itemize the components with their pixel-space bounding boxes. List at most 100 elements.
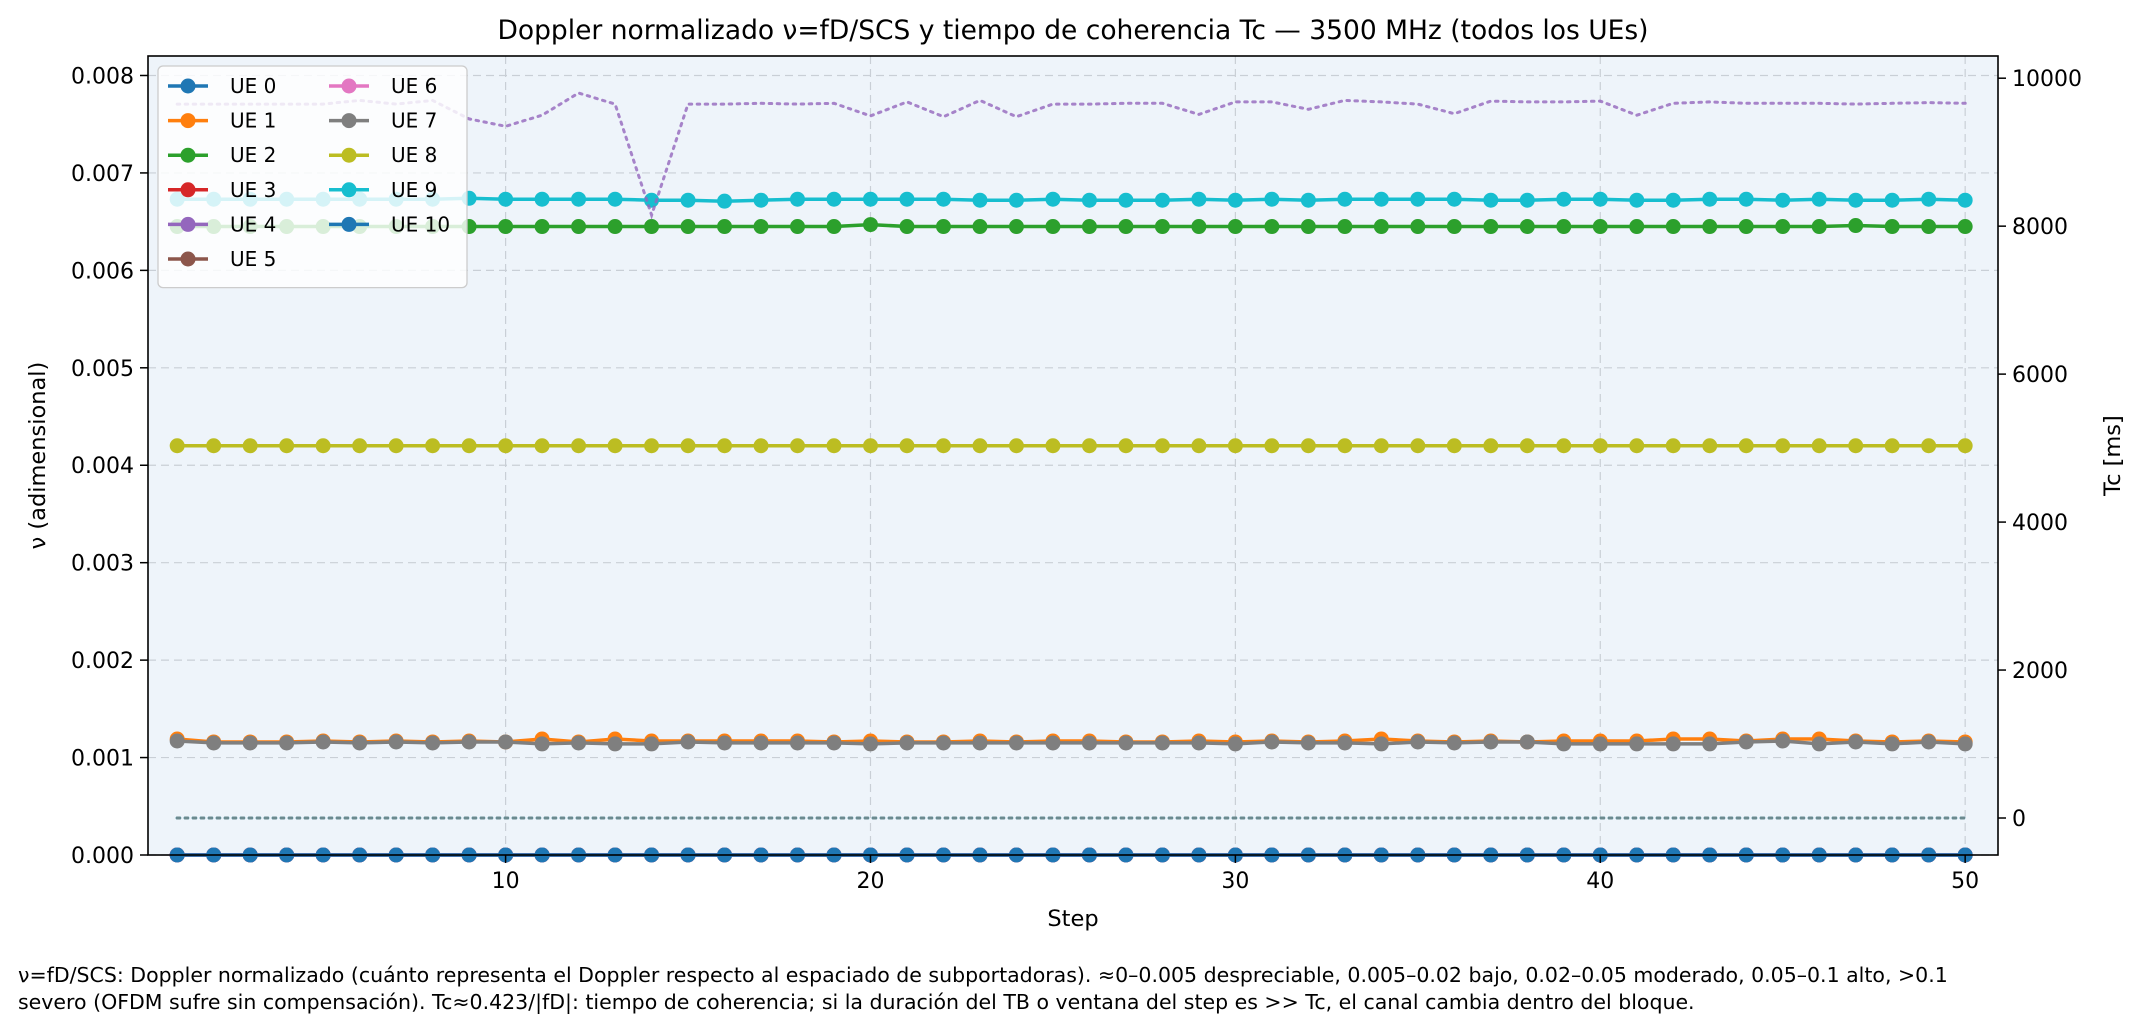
data-point: [1556, 191, 1572, 207]
data-point: [1227, 192, 1243, 208]
data-point: [1337, 735, 1353, 751]
data-point: [1264, 219, 1280, 235]
data-point: [753, 735, 769, 751]
data-point: [1154, 735, 1170, 751]
data-point: [1008, 192, 1024, 208]
data-point: [1811, 219, 1827, 235]
data-point: [1702, 191, 1718, 207]
y2-tick-label: 8000: [2012, 215, 2068, 240]
legend-swatch-marker: [180, 216, 196, 232]
y-tick-label: 0.006: [71, 259, 134, 284]
data-point: [1410, 219, 1426, 235]
data-point: [1300, 438, 1316, 454]
data-point: [935, 438, 951, 454]
data-point: [1154, 192, 1170, 208]
data-point: [169, 438, 185, 454]
data-point: [1410, 191, 1426, 207]
data-point: [1300, 219, 1316, 235]
legend-swatch-marker: [180, 78, 196, 94]
data-point: [1081, 735, 1097, 751]
data-point: [315, 438, 331, 454]
data-point: [1884, 219, 1900, 235]
data-point: [1848, 438, 1864, 454]
data-point: [1738, 438, 1754, 454]
legend-label: UE 5: [230, 247, 276, 271]
data-point: [279, 438, 295, 454]
data-point: [790, 191, 806, 207]
data-point: [1227, 219, 1243, 235]
y-tick-label: 0.003: [71, 552, 134, 577]
data-point: [1227, 736, 1243, 752]
data-point: [1373, 736, 1389, 752]
data-point: [1337, 191, 1353, 207]
data-point: [680, 219, 696, 235]
data-point: [425, 735, 441, 751]
data-point: [1446, 219, 1462, 235]
data-point: [1446, 735, 1462, 751]
data-point: [862, 736, 878, 752]
data-point: [1300, 735, 1316, 751]
data-point: [1665, 192, 1681, 208]
data-point: [1373, 438, 1389, 454]
legend-swatch-marker: [341, 182, 357, 198]
data-point: [826, 438, 842, 454]
legend-label: UE 2: [230, 143, 276, 167]
data-point: [461, 734, 477, 750]
x-tick-label: 40: [1586, 869, 1614, 894]
data-point: [1300, 192, 1316, 208]
x-tick-label: 20: [856, 869, 884, 894]
legend-swatch-marker: [180, 147, 196, 163]
data-point: [607, 219, 623, 235]
data-point: [1957, 192, 1973, 208]
data-point: [1629, 219, 1645, 235]
data-point: [899, 735, 915, 751]
data-point: [1081, 219, 1097, 235]
data-point: [279, 735, 295, 751]
data-point: [1483, 219, 1499, 235]
data-point: [1227, 438, 1243, 454]
data-point: [1264, 191, 1280, 207]
data-point: [1702, 219, 1718, 235]
data-point: [571, 438, 587, 454]
footnote-line-1: ν=fD/SCS: Doppler normalizado (cuánto re…: [18, 963, 1948, 987]
data-point: [717, 735, 733, 751]
data-point: [1519, 219, 1535, 235]
data-point: [1446, 438, 1462, 454]
data-point: [1592, 438, 1608, 454]
data-point: [242, 735, 258, 751]
data-point: [1191, 219, 1207, 235]
data-point: [972, 438, 988, 454]
legend-label: UE 3: [230, 178, 276, 202]
data-point: [206, 438, 222, 454]
data-point: [607, 438, 623, 454]
data-point: [498, 734, 514, 750]
data-point: [1665, 438, 1681, 454]
data-point: [1957, 736, 1973, 752]
data-point: [1592, 191, 1608, 207]
data-point: [1081, 438, 1097, 454]
data-point: [1118, 735, 1134, 751]
data-point: [1373, 191, 1389, 207]
data-point: [1884, 736, 1900, 752]
axes-frame: [147, 55, 1999, 856]
footnote-line-2: severo (OFDM sufre sin compensación). Tc…: [18, 990, 1695, 1014]
data-point: [1519, 438, 1535, 454]
data-point: [1775, 219, 1791, 235]
data-point: [1629, 438, 1645, 454]
y-tick-label: 0.000: [71, 844, 134, 869]
data-point: [169, 733, 185, 749]
data-point: [1665, 219, 1681, 235]
x-tick-label: 30: [1221, 869, 1249, 894]
data-point: [1081, 192, 1097, 208]
data-point: [1957, 438, 1973, 454]
y2-tick-label: 6000: [2012, 363, 2068, 388]
data-point: [1483, 734, 1499, 750]
data-point: [1811, 736, 1827, 752]
y-tick-label: 0.008: [71, 64, 134, 89]
data-point: [1921, 734, 1937, 750]
data-point: [862, 217, 878, 233]
data-point: [1702, 736, 1718, 752]
data-point: [1848, 218, 1864, 234]
legend-swatch-marker: [341, 113, 357, 129]
data-point: [1045, 219, 1061, 235]
